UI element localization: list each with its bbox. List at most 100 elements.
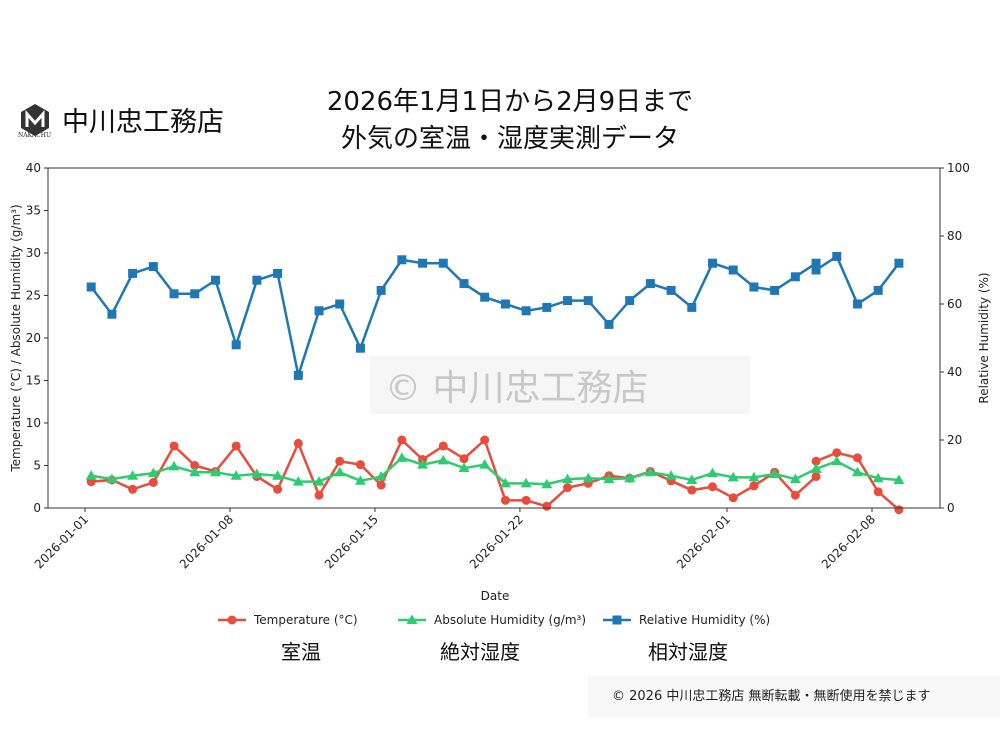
chart-title-line2: 外気の室温・湿度実測データ (340, 124, 679, 154)
data-point (417, 459, 429, 469)
data-point (852, 299, 862, 309)
data-point (748, 471, 760, 482)
data-point (811, 265, 821, 275)
data-point (355, 460, 365, 470)
series-2 (85, 452, 905, 489)
data-point (376, 285, 386, 295)
logo-name: 中川忠工務店 (62, 107, 224, 138)
data-point (542, 501, 552, 511)
plot-frame (47, 167, 941, 509)
data-point (418, 258, 428, 268)
data-point (313, 476, 325, 486)
data-point (292, 476, 304, 486)
data-point (335, 299, 345, 309)
data-point (251, 468, 263, 478)
data-point (148, 478, 158, 487)
legend-marker (612, 615, 622, 625)
data-point (169, 289, 179, 299)
data-point (437, 454, 449, 465)
data-point (872, 472, 884, 483)
data-point (542, 302, 552, 312)
data-point (625, 296, 635, 306)
data-point (708, 482, 718, 492)
data-point (666, 285, 676, 295)
legend-jp-rel-humidity: 相対湿度 (648, 640, 728, 664)
data-point (375, 471, 387, 481)
legend: Temperature (°C) Absolute Humidity (g/m³)… (218, 613, 770, 627)
data-point (708, 258, 718, 268)
legend-jp-abs-humidity: 絶対湿度 (440, 640, 520, 664)
data-point (582, 472, 594, 483)
data-point (480, 435, 490, 445)
data-point (397, 435, 407, 445)
data-point (86, 282, 96, 292)
data-point (851, 466, 863, 477)
data-point (147, 467, 159, 478)
y-right-tick-label: 80 (947, 229, 962, 243)
copyright-footer: © 2026 中川忠工務店 無断転載・無断使用を禁じます (588, 676, 1000, 718)
x-tick-label: 2026-01-01 (32, 512, 91, 571)
data-point (520, 477, 532, 488)
legend-label: Relative Humidity (%) (639, 613, 770, 627)
data-point (148, 262, 158, 272)
data-point (832, 448, 842, 458)
y-left-tick-label: 20 (26, 331, 41, 345)
data-point (603, 473, 615, 484)
data-point (769, 468, 781, 478)
y-left-tick-label: 0 (33, 501, 41, 515)
y-right-tick-label: 40 (947, 365, 962, 379)
x-tick-label: 2026-01-08 (177, 512, 236, 571)
data-point (500, 495, 510, 505)
watermark-bg (370, 356, 750, 414)
data-point (190, 461, 200, 470)
data-point (790, 490, 800, 500)
data-point (190, 289, 200, 299)
data-point (334, 466, 346, 477)
data-point (438, 441, 448, 451)
data-point (686, 474, 698, 484)
y-left-tick-label: 25 (26, 289, 41, 303)
data-point (314, 306, 324, 316)
data-point (893, 474, 905, 484)
data-point (189, 466, 201, 477)
series-line (91, 456, 900, 486)
data-point (645, 279, 655, 289)
data-point (728, 265, 738, 275)
watermark: © 中川忠工務店 (385, 368, 648, 409)
data-point (665, 470, 677, 480)
legend-marker (227, 615, 237, 625)
data-point (169, 441, 179, 451)
data-point (127, 470, 139, 480)
data-point (687, 302, 697, 312)
data-point (314, 490, 324, 500)
y-left-tick-label: 30 (26, 246, 41, 260)
logo-mark-icon (21, 103, 49, 136)
data-point (479, 459, 491, 469)
data-point (727, 471, 739, 482)
data-point (521, 495, 531, 505)
data-point (541, 478, 553, 489)
data-point (252, 275, 262, 285)
data-point (749, 481, 759, 491)
data-point (894, 258, 904, 268)
data-point (438, 258, 448, 268)
x-tick-label: 2026-01-15 (322, 512, 381, 571)
data-point (231, 340, 241, 350)
data-point (354, 475, 366, 485)
data-point (397, 255, 407, 265)
data-point (832, 251, 842, 261)
data-point (230, 470, 242, 480)
y-left-tick-label: 10 (26, 416, 41, 430)
data-point (521, 306, 531, 316)
data-point (168, 460, 180, 471)
data-point (209, 466, 221, 477)
data-point (789, 473, 801, 484)
legend-jp-temperature: 室温 (281, 640, 321, 664)
data-point (644, 466, 656, 477)
y-left-tick-label: 5 (33, 459, 41, 473)
legend-label: Absolute Humidity (g/m³) (434, 613, 586, 627)
data-point (499, 477, 511, 488)
data-point (873, 487, 883, 497)
y-right-tick-label: 0 (947, 501, 955, 515)
data-point (811, 456, 821, 466)
